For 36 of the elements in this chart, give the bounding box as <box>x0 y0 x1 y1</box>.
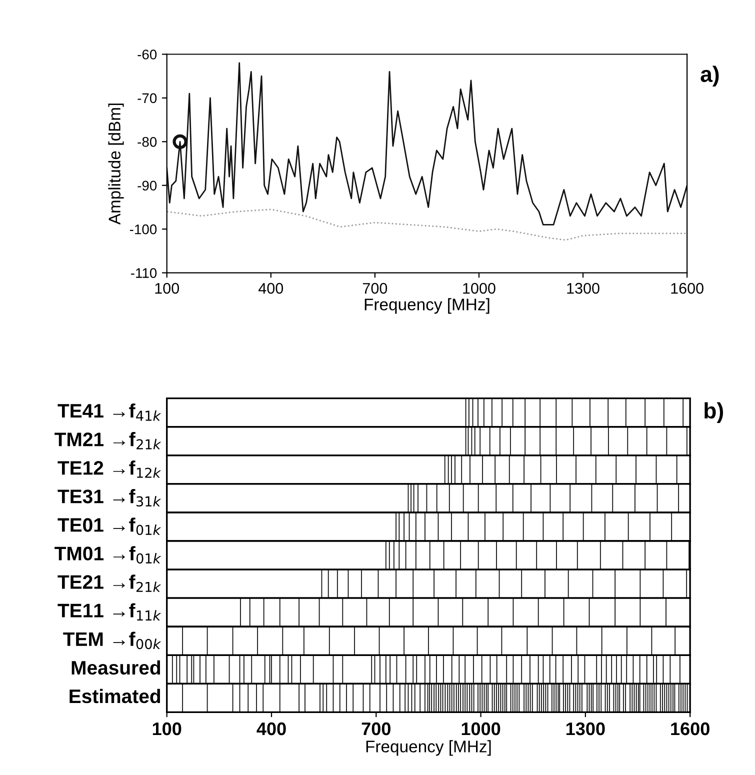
y-axis-title: TE41 →f$_{41k}$ <box>58 403 162 421</box>
x-axis-title: Frequency [MHz] <box>366 740 491 756</box>
x-tick-label: 1300 <box>566 722 605 736</box>
y-tick-label: -70 <box>138 93 157 104</box>
x-tick-label: 1300 <box>567 282 600 294</box>
y-axis-title: TE01 →f$_{01k}$ <box>58 518 162 536</box>
y-axis-title: TE21 →f$_{21k}$ <box>58 574 162 592</box>
x-tick-label: 400 <box>258 282 284 294</box>
x-tick-label: 400 <box>256 722 286 736</box>
x-tick-label: 1000 <box>462 722 500 736</box>
y-axis-title: TE12 →f$_{12k}$ <box>58 460 162 478</box>
y-axis-title: TM21 →f$_{21k}$ <box>54 432 162 450</box>
x-tick-label: 700 <box>362 282 388 294</box>
x-tick-label: 100 <box>152 722 182 736</box>
line-series <box>166 208 688 241</box>
y-tick-label: -60 <box>138 50 157 60</box>
y-axis-title: TM01 →f$_{01k}$ <box>54 546 162 564</box>
x-tick-label: 1600 <box>671 722 710 736</box>
line-series <box>166 62 688 226</box>
y-tick-label: -80 <box>138 137 157 147</box>
text: b) <box>704 402 724 423</box>
text: a) <box>700 66 719 86</box>
x-axis-title: Frequency [MHz] <box>364 298 490 314</box>
y-tick-label: -110 <box>130 268 157 278</box>
y-axis-title: TE31 →f$_{31k}$ <box>58 489 162 507</box>
y-axis-title: TEM →f$_{00k}$ <box>63 632 162 650</box>
y-tick-label: -100 <box>130 224 157 234</box>
x-tick-label: 1600 <box>671 282 704 294</box>
x-tick-label: 700 <box>362 722 390 736</box>
y-tick-label: -90 <box>138 180 157 191</box>
x-tick-label: 1000 <box>463 282 496 294</box>
y-axis-title: Amplitude [dBm] <box>108 104 124 225</box>
y-axis-title: Estimated <box>70 688 160 704</box>
y-axis-title: TE11 →f$_{11k}$ <box>58 603 162 620</box>
x-tick-label: 100 <box>155 282 180 294</box>
y-axis-title: Measured <box>72 660 160 675</box>
